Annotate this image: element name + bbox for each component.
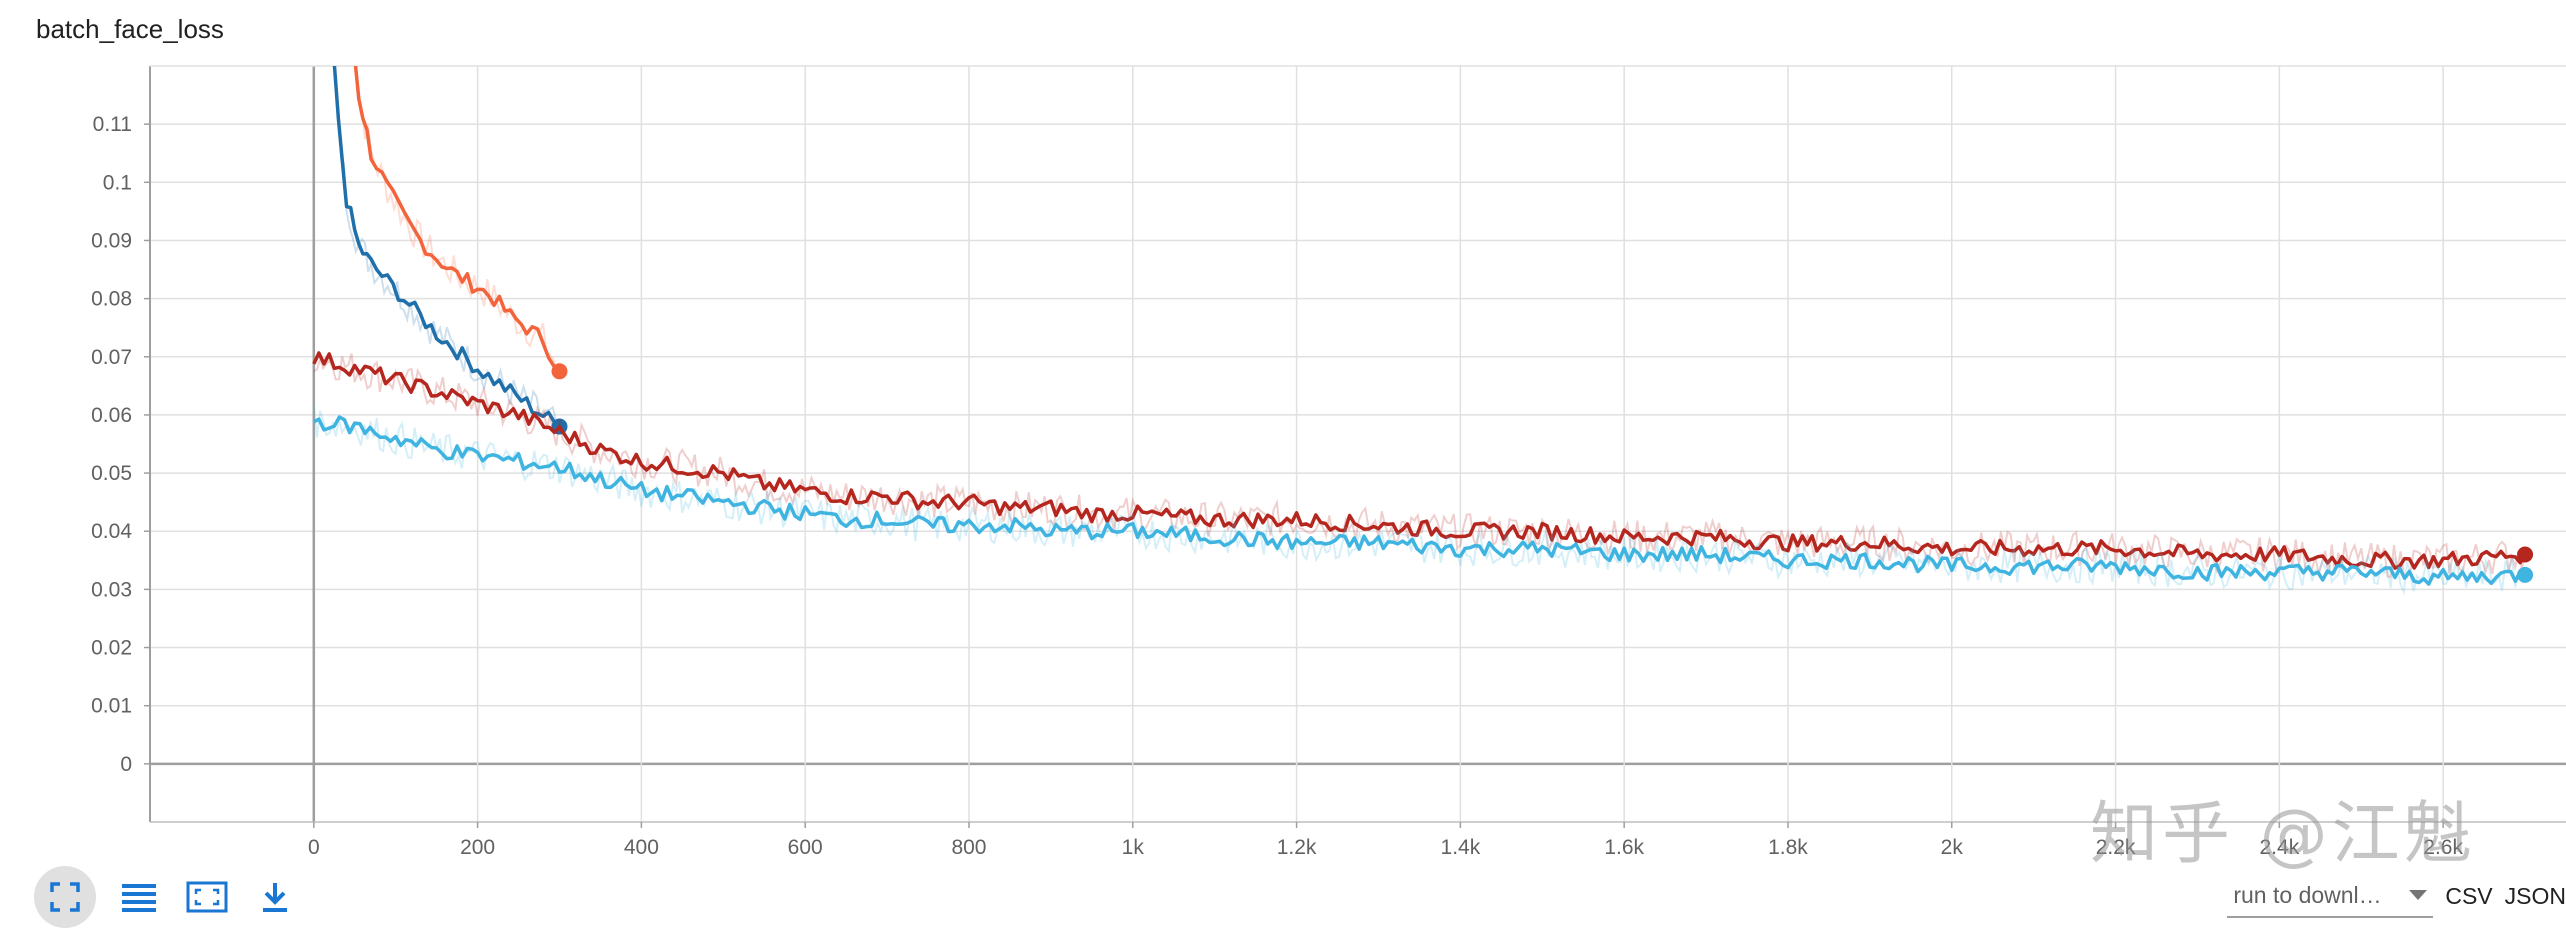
- x-tick-label: 2k: [1941, 836, 1964, 859]
- series-end-point: [551, 363, 568, 380]
- y-tick-label: 0.05: [91, 462, 132, 485]
- data-list-button[interactable]: [114, 872, 164, 922]
- y-axis-ticks: 0 0.01 0.02 0.03 0.04 0.05 0.06 0.07 0.08 0.09 0.1…: [91, 113, 150, 776]
- y-tick-label: 0.09: [91, 229, 132, 252]
- series-smoothed-line: [332, 66, 561, 428]
- x-tick-label: 2.4k: [2260, 836, 2300, 859]
- download-controls: run to downl… CSV JSON: [2227, 874, 2566, 918]
- y-tick-label: 0.08: [91, 288, 132, 311]
- x-tick-label: 1.2k: [1277, 836, 1317, 859]
- series-raw-line: [313, 353, 2527, 579]
- chart-series: [312, 66, 2534, 596]
- chart-title: batch_face_loss: [36, 14, 224, 44]
- x-tick-label: 2.6k: [2423, 836, 2463, 859]
- csv-download-link[interactable]: CSV: [2445, 882, 2493, 909]
- y-tick-label: 0.02: [91, 637, 132, 660]
- run-select-dropdown[interactable]: run to downl…: [2227, 874, 2434, 918]
- x-tick-label: 400: [624, 836, 659, 859]
- y-tick-label: 0.03: [91, 578, 132, 601]
- run-select-value: run to downl…: [2233, 881, 2382, 908]
- series-2: [312, 351, 2534, 579]
- fit-domain-icon: [50, 882, 80, 912]
- chart-toolbar: [34, 866, 300, 928]
- series-end-point: [2517, 546, 2534, 563]
- x-tick-label: 200: [460, 836, 495, 859]
- chart-grid: [149, 66, 2566, 822]
- series-smoothed-line: [312, 351, 2527, 570]
- x-tick-label: 1.8k: [1768, 836, 1808, 859]
- x-tick-label: 800: [951, 836, 986, 859]
- fit-domain-button[interactable]: [34, 866, 96, 928]
- download-icon: [263, 883, 287, 912]
- y-tick-label: 0: [120, 753, 132, 776]
- y-tick-label: 0.11: [93, 113, 132, 136]
- x-tick-label: 1.6k: [1604, 836, 1644, 859]
- watermark-text: 知乎 @江魁: [2090, 795, 2476, 874]
- y-tick-label: 0.1: [103, 171, 132, 194]
- x-tick-label: 600: [788, 836, 823, 859]
- data-list-icon: [122, 884, 156, 912]
- x-tick-label: 2.2k: [2096, 836, 2136, 859]
- y-tick-label: 0.06: [91, 404, 132, 427]
- series-0: [353, 66, 568, 380]
- chevron-down-icon: [2409, 890, 2428, 900]
- expand-chart-icon: [186, 881, 228, 913]
- y-tick-label: 0.07: [91, 346, 132, 369]
- series-smoothed-line: [312, 415, 2527, 586]
- y-tick-label: 0.04: [91, 520, 132, 543]
- x-tick-label: 0: [308, 836, 320, 859]
- x-tick-label: 1k: [1122, 836, 1145, 859]
- series-raw-line: [353, 66, 561, 372]
- chart-axes: [149, 65, 2566, 823]
- series-raw-line: [333, 66, 561, 428]
- y-tick-label: 0.01: [91, 695, 132, 718]
- x-tick-label: 1.4k: [1441, 836, 1481, 859]
- expand-chart-button[interactable]: [182, 872, 232, 922]
- series-1: [332, 66, 568, 435]
- series-smoothed-line: [353, 66, 561, 373]
- series-end-point: [2517, 566, 2534, 583]
- series-raw-line: [312, 403, 2526, 596]
- series-3: [312, 403, 2534, 596]
- json-download-link[interactable]: JSON: [2504, 882, 2566, 909]
- x-axis-ticks: 0 200 400 600 800 1k 1.2k 1.4k 1.6k 1.8k 2k 2.2k 2.4…: [308, 822, 2463, 859]
- download-button[interactable]: [250, 872, 300, 922]
